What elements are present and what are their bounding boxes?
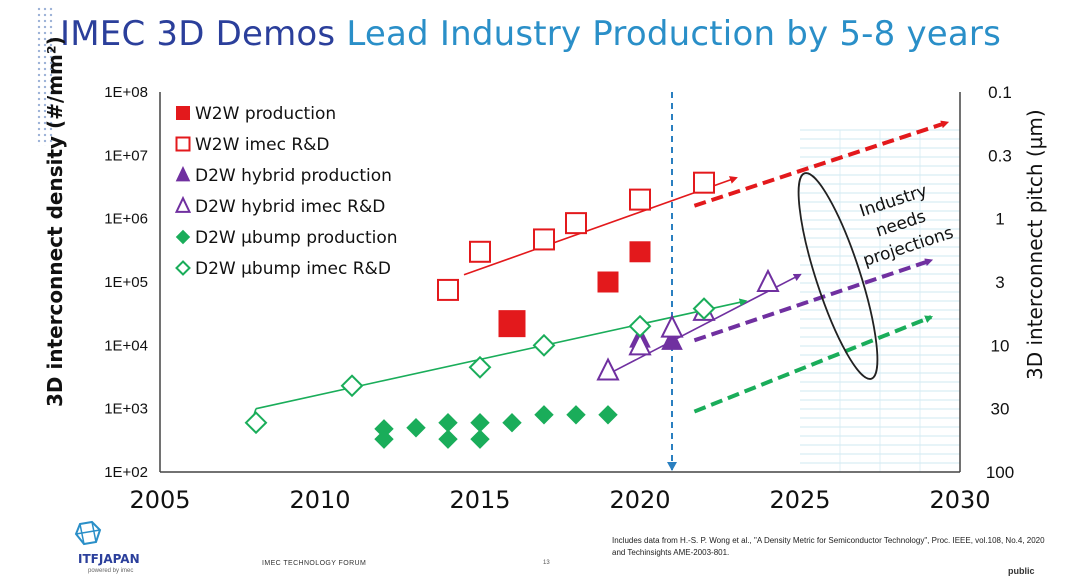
slide-title: IMEC 3D Demos Lead Industry Production b… bbox=[60, 14, 1001, 54]
trend-line bbox=[255, 298, 748, 410]
data-point bbox=[597, 271, 619, 293]
data-point bbox=[629, 188, 651, 211]
data-point bbox=[756, 268, 780, 292]
annotation-ellipse bbox=[797, 172, 879, 380]
x-tick-label: 2005 bbox=[129, 486, 190, 514]
y-tick-label-right: 30 bbox=[991, 400, 1010, 419]
projection-region-grid bbox=[800, 129, 961, 472]
y-tick-label-left: 1E+03 bbox=[104, 401, 148, 418]
projection-arrow bbox=[693, 258, 934, 343]
data-point bbox=[628, 314, 652, 338]
data-point bbox=[468, 355, 492, 379]
data-point bbox=[661, 328, 683, 350]
data-point bbox=[502, 413, 522, 433]
data-point bbox=[438, 429, 458, 449]
decorative-dot-grid bbox=[36, 6, 54, 146]
annotation-text: Industryneedsprojections bbox=[846, 177, 956, 271]
x-tick-label: 2020 bbox=[609, 486, 670, 514]
legend-label: D2W µbump imec R&D bbox=[195, 259, 391, 279]
y-tick-label-right: 0.1 bbox=[988, 83, 1012, 102]
y-tick-label-right: 100 bbox=[986, 463, 1014, 482]
projection-arrow bbox=[693, 120, 950, 208]
trend-line bbox=[463, 176, 738, 276]
legend-marker bbox=[176, 106, 190, 120]
y-tick-label-left: 1E+08 bbox=[104, 84, 148, 101]
projection-arrow bbox=[693, 315, 934, 414]
data-point bbox=[660, 314, 684, 338]
reference-vline-arrowhead bbox=[667, 462, 677, 471]
data-point bbox=[534, 405, 554, 425]
legend-label: W2W production bbox=[195, 104, 336, 124]
y-axis-label-left: 3D interconnect density (#/mm²) bbox=[43, 36, 67, 407]
data-point bbox=[469, 240, 491, 263]
y-axis-label-right: 3D interconnect pitch (µm) bbox=[1023, 109, 1047, 380]
data-point bbox=[565, 212, 587, 235]
data-point bbox=[498, 310, 526, 338]
legend: W2W production W2W imec R&D D2W hybrid pro… bbox=[174, 104, 398, 279]
legend-marker bbox=[174, 195, 192, 213]
itf-logo-icon bbox=[74, 520, 102, 546]
legend-label: D2W µbump production bbox=[195, 228, 398, 248]
axes: 1E+021E+031E+041E+051E+061E+071E+0810030… bbox=[104, 83, 1014, 514]
data-point bbox=[437, 278, 459, 301]
data-point bbox=[628, 332, 652, 356]
projection-annotation: Industryneedsprojections bbox=[797, 172, 956, 380]
logo-subtext: powered by imec bbox=[88, 568, 134, 574]
data-point bbox=[244, 411, 268, 435]
x-tick-label: 2025 bbox=[769, 486, 830, 514]
footer-forum: IMEC TECHNOLOGY FORUM bbox=[262, 560, 367, 567]
y-tick-label-right: 0.3 bbox=[988, 146, 1012, 165]
data-point bbox=[693, 171, 715, 194]
y-tick-label-left: 1E+06 bbox=[104, 211, 148, 228]
y-tick-label-left: 1E+04 bbox=[104, 337, 148, 354]
legend-label: D2W hybrid production bbox=[195, 166, 392, 186]
legend-marker bbox=[175, 260, 191, 276]
data-point bbox=[598, 405, 618, 425]
data-point bbox=[596, 357, 620, 381]
data-point bbox=[692, 297, 716, 321]
data-point bbox=[532, 333, 556, 357]
y-tick-label-right: 3 bbox=[995, 273, 1004, 292]
data-point bbox=[374, 429, 394, 449]
y-tick-label-left: 1E+02 bbox=[104, 464, 148, 481]
legend-label: D2W hybrid imec R&D bbox=[195, 197, 385, 217]
legend-marker bbox=[175, 136, 191, 152]
data-point bbox=[340, 374, 364, 398]
y-tick-label-right: 10 bbox=[991, 336, 1010, 355]
legend-marker bbox=[175, 165, 191, 182]
x-tick-label: 2015 bbox=[449, 486, 510, 514]
data-point bbox=[566, 405, 586, 425]
source-note: Includes data from H.-S. P. Wong et al.,… bbox=[612, 536, 1045, 557]
data-point bbox=[629, 241, 651, 263]
data-point bbox=[470, 413, 490, 433]
y-tick-label-left: 1E+05 bbox=[104, 274, 148, 291]
trend-lines bbox=[253, 92, 950, 471]
data-points bbox=[244, 171, 780, 449]
data-point bbox=[406, 418, 426, 438]
x-tick-label: 2010 bbox=[289, 486, 350, 514]
data-point bbox=[438, 413, 458, 433]
data-point bbox=[470, 429, 490, 449]
data-point bbox=[533, 228, 555, 251]
legend-label: W2W imec R&D bbox=[195, 135, 330, 155]
title-part-2: Lead Industry Production by 5-8 years bbox=[346, 14, 1002, 54]
y-tick-label-right: 1 bbox=[995, 210, 1004, 229]
y-tick-label-left: 1E+07 bbox=[104, 147, 148, 164]
legend-marker bbox=[175, 229, 191, 245]
title-part-1: IMEC 3D Demos bbox=[60, 14, 347, 54]
x-tick-label: 2030 bbox=[929, 486, 990, 514]
page-number: 13 bbox=[543, 560, 550, 566]
logo-text: ITFJAPAN bbox=[78, 552, 140, 566]
classification-label: public bbox=[1008, 566, 1035, 576]
